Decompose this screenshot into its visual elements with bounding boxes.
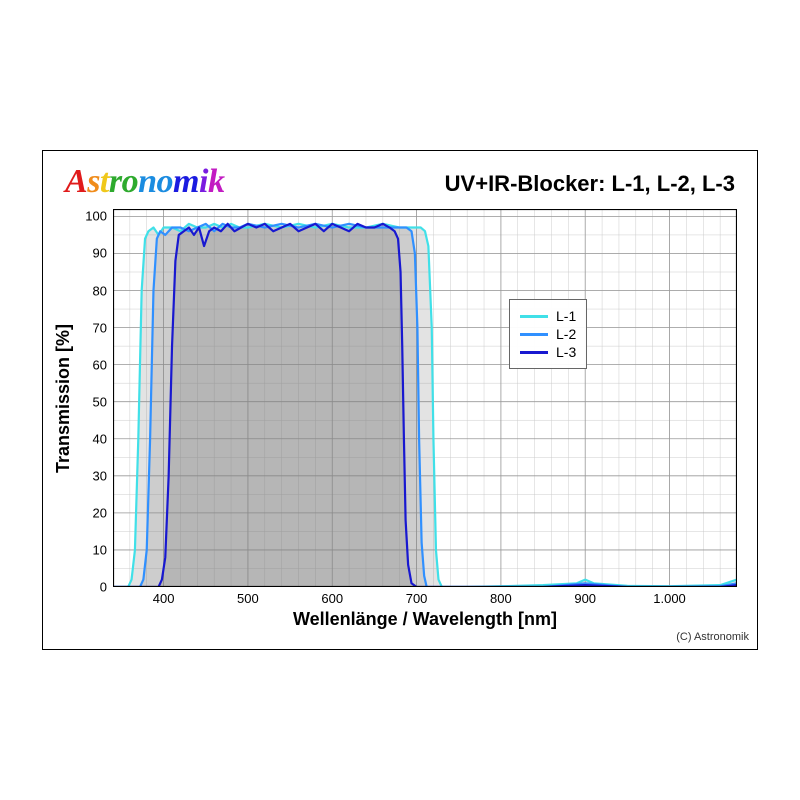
legend: L-1 L-2 L-3 — [509, 299, 587, 369]
x-tick-label: 1.000 — [653, 591, 686, 606]
legend-item: L-1 — [520, 308, 576, 324]
y-tick-label: 90 — [43, 246, 107, 261]
y-tick-label: 10 — [43, 542, 107, 557]
y-tick-label: 60 — [43, 357, 107, 372]
x-tick-label: 400 — [153, 591, 175, 606]
brand-logo: Astronomik — [65, 163, 224, 201]
x-axis-label: Wellenlänge / Wavelength [nm] — [113, 609, 737, 630]
legend-swatch — [520, 351, 548, 354]
chart-card: Astronomik UV+IR-Blocker: L-1, L-2, L-3 … — [42, 150, 758, 650]
y-tick-label: 80 — [43, 283, 107, 298]
y-tick-label: 40 — [43, 431, 107, 446]
legend-item: L-3 — [520, 344, 576, 360]
legend-swatch — [520, 333, 548, 336]
chart-title: UV+IR-Blocker: L-1, L-2, L-3 — [445, 171, 735, 197]
y-tick-label: 100 — [43, 209, 107, 224]
x-tick-label: 600 — [321, 591, 343, 606]
legend-label: L-1 — [556, 308, 576, 324]
x-tick-label: 900 — [574, 591, 596, 606]
x-tick-label: 500 — [237, 591, 259, 606]
y-tick-label: 50 — [43, 394, 107, 409]
legend-swatch — [520, 315, 548, 318]
legend-item: L-2 — [520, 326, 576, 342]
x-tick-label: 800 — [490, 591, 512, 606]
plot-area — [113, 209, 737, 587]
legend-label: L-3 — [556, 344, 576, 360]
x-tick-label: 700 — [406, 591, 428, 606]
y-tick-label: 70 — [43, 320, 107, 335]
y-tick-label: 0 — [43, 580, 107, 595]
y-tick-label: 20 — [43, 505, 107, 520]
legend-label: L-2 — [556, 326, 576, 342]
y-tick-label: 30 — [43, 468, 107, 483]
copyright-text: (C) Astronomik — [676, 631, 749, 643]
